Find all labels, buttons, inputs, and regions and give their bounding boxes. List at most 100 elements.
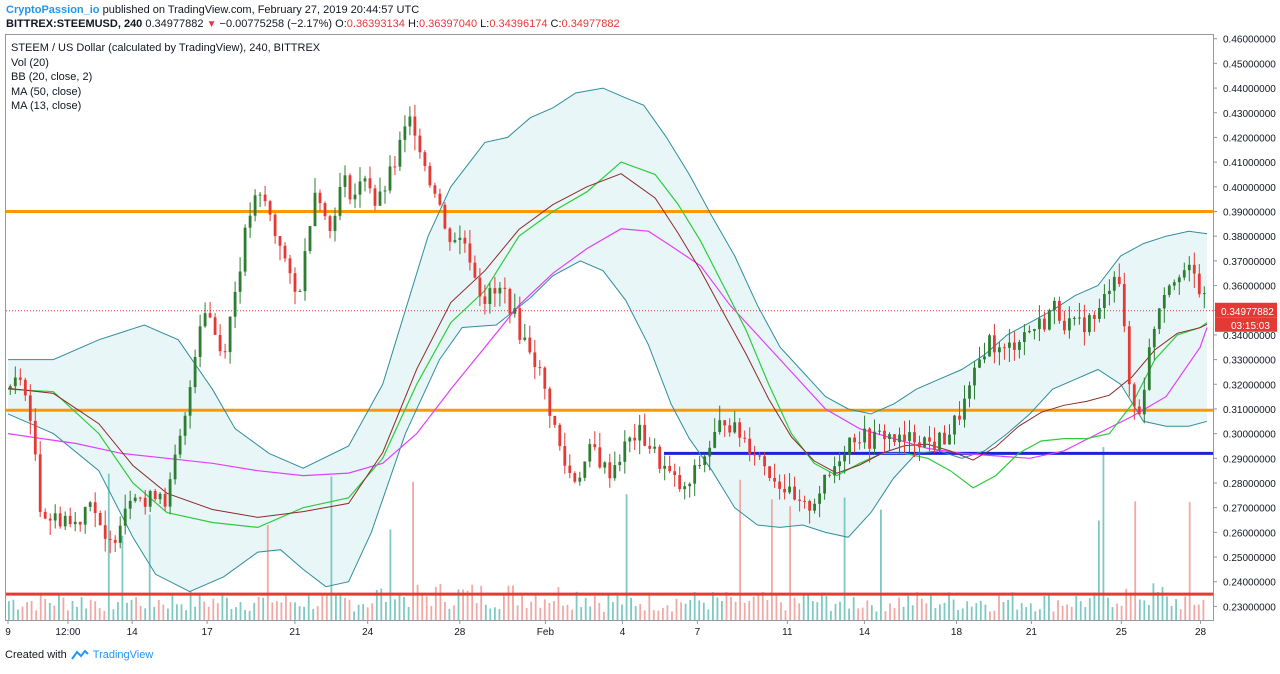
volume-bar — [984, 604, 987, 620]
volume-bar — [498, 609, 501, 620]
candle-body — [368, 178, 372, 189]
volume-bar — [1066, 604, 1068, 620]
volume-bar — [839, 601, 841, 620]
candle-body — [693, 465, 697, 484]
y-axis-tick-label: 0.38000000 — [1223, 232, 1276, 243]
volume-bar — [534, 595, 537, 620]
volume-bar — [1088, 598, 1091, 620]
y-axis-tick-label: 0.25000000 — [1223, 553, 1276, 564]
volume-bar — [1129, 592, 1132, 620]
candle-body — [533, 352, 537, 368]
candle-body — [793, 486, 796, 500]
candle-body — [1058, 300, 1061, 321]
candle-body — [738, 422, 742, 438]
indicator-ma50[interactable]: MA (50, close) — [11, 85, 82, 98]
volume-bar — [893, 608, 896, 620]
volume-bar — [571, 609, 573, 620]
volume-bar — [98, 608, 101, 620]
y-axis-tick-label: 0.27000000 — [1223, 504, 1276, 515]
candle-body — [1122, 284, 1126, 327]
candle-body — [433, 185, 437, 194]
y-axis-tick-label: 0.29000000 — [1223, 454, 1276, 465]
volume-bar — [280, 602, 283, 620]
candle-body — [468, 243, 472, 263]
chart-title: STEEM / US Dollar (calculated by Trading… — [11, 42, 321, 54]
volume-bar — [612, 602, 614, 620]
volume-bar — [366, 607, 369, 620]
volume-bar — [821, 592, 823, 620]
ma13-line — [7, 161, 1208, 529]
x-axis-tick-label: 4 — [620, 627, 626, 638]
candle-body — [378, 191, 382, 206]
candle-body — [543, 367, 547, 389]
candle-body — [578, 477, 582, 482]
volume-bar — [153, 606, 156, 620]
indicator-bb[interactable]: BB (20, close, 2) — [11, 71, 93, 83]
candle-body — [683, 486, 687, 490]
volume-bar — [48, 603, 51, 620]
volume-bar — [543, 599, 546, 620]
y-axis-tick-label: 0.46000000 — [1223, 35, 1276, 46]
candle-body — [358, 181, 362, 195]
volume-bar — [266, 525, 269, 620]
candle-body — [428, 166, 432, 186]
volume-bar — [616, 595, 619, 620]
volume-bar — [848, 608, 850, 620]
candle-body — [598, 447, 602, 468]
candle-body — [953, 415, 956, 435]
volume-bar — [671, 611, 673, 620]
volume-bar — [353, 611, 355, 620]
candle-body — [363, 178, 367, 182]
candle-body — [948, 434, 951, 445]
volume-bar — [875, 611, 878, 620]
y-axis-tick-label: 0.37000000 — [1223, 257, 1276, 268]
candle-body — [483, 296, 487, 304]
x-axis-tick-label: 21 — [1026, 627, 1038, 638]
candle-body — [1162, 295, 1166, 309]
candle-body — [1127, 326, 1131, 385]
volume-bar — [348, 599, 351, 620]
candle-body — [208, 313, 212, 318]
open-label: O: — [335, 18, 347, 30]
candle-body — [643, 424, 647, 446]
volume-bar — [1184, 596, 1187, 620]
candle-body — [343, 175, 347, 187]
y-axis-tick-label: 0.39000000 — [1223, 207, 1276, 218]
volume-bar — [693, 592, 696, 620]
candle-body — [638, 424, 642, 441]
volume-bar — [375, 590, 378, 620]
candle-body — [1083, 317, 1086, 333]
volume-bar — [621, 604, 623, 620]
volume-bar — [920, 598, 923, 620]
volume-bar — [662, 607, 664, 620]
volume-bar — [1043, 596, 1046, 620]
candle-body — [1112, 276, 1116, 291]
volume-bar — [748, 601, 751, 620]
published-text: published on TradingView.com, February 2… — [102, 4, 420, 16]
chart-frame[interactable] — [5, 34, 1214, 621]
candle-body — [453, 240, 457, 243]
volume-bar — [639, 604, 642, 620]
candle-body — [823, 474, 826, 494]
volume-bar — [126, 602, 128, 620]
volume-bar — [1175, 599, 1177, 620]
indicator-ma13[interactable]: MA (13, close) — [11, 100, 82, 112]
candle-body — [508, 289, 512, 314]
volume-bar — [466, 590, 469, 620]
candle-body — [283, 245, 287, 259]
candle-body — [253, 195, 257, 216]
volume-bar — [721, 601, 723, 620]
volume-bar — [407, 607, 410, 620]
volume-bar — [948, 592, 950, 620]
candle-body — [773, 478, 776, 482]
candle-body — [688, 483, 692, 487]
indicator-vol[interactable]: Vol (20) — [11, 56, 49, 69]
candle-body — [423, 152, 427, 166]
candle-body — [228, 316, 232, 353]
x-axis-tick-label: 28 — [1195, 627, 1207, 638]
tradingview-brand[interactable]: TradingView — [92, 649, 154, 661]
author-link[interactable]: CryptoPassion_io — [6, 4, 100, 16]
candle-body — [828, 474, 831, 476]
volume-bar — [316, 606, 319, 620]
